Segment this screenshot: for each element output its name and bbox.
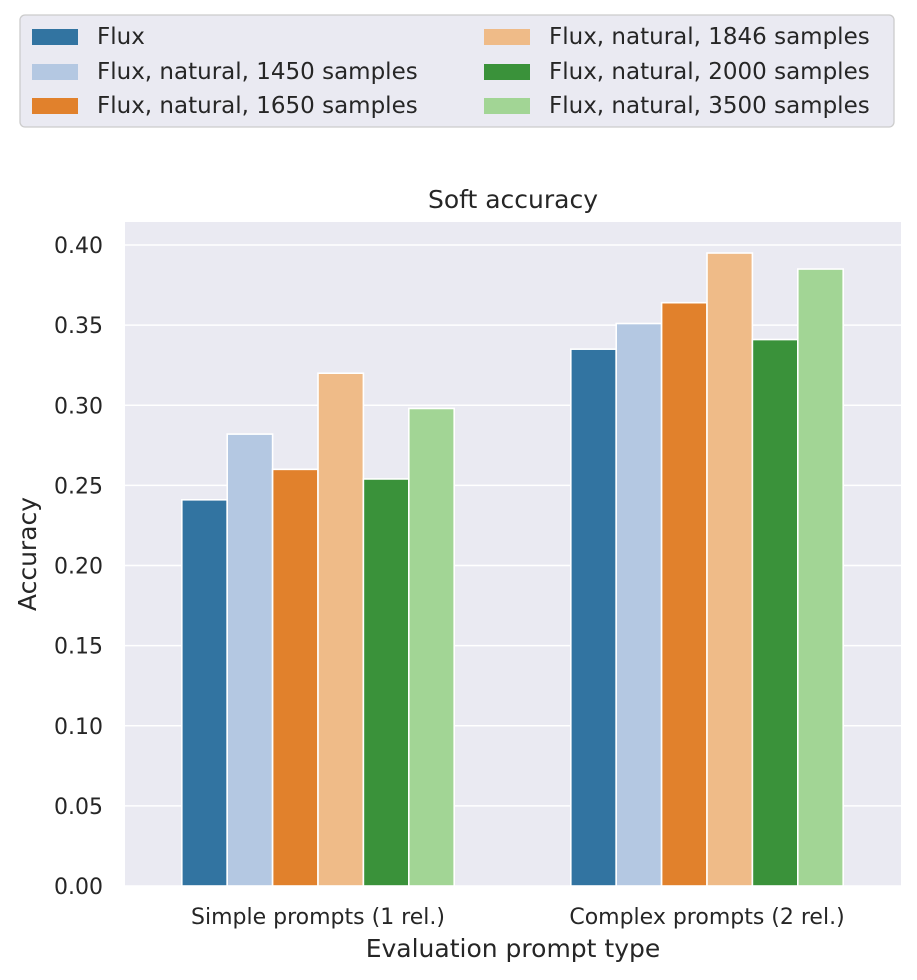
x-tick-label: Simple prompts (1 rel.)	[191, 905, 445, 930]
y-tick-label: 0.35	[54, 314, 103, 339]
bar	[362, 478, 410, 887]
bar	[271, 468, 319, 887]
bar	[317, 372, 365, 887]
bar	[796, 268, 844, 887]
bar	[407, 407, 455, 887]
legend-label: Flux, natural, 3500 samples	[549, 93, 870, 119]
bar	[615, 322, 663, 887]
legend-swatch	[484, 29, 530, 45]
y-tick-label: 0.30	[54, 394, 103, 419]
y-tick-label: 0.05	[54, 795, 103, 820]
legend: Flux Flux, natural, 1450 samples Flux, nat…	[32, 24, 870, 119]
y-axis-label: Accuracy	[13, 497, 42, 611]
y-tick-label: 0.00	[54, 875, 103, 900]
legend-label: Flux, natural, 1650 samples	[97, 93, 418, 119]
chart-title: Soft accuracy	[428, 185, 598, 214]
bar	[751, 338, 799, 887]
y-tick-labels: 0.00 0.05 0.10 0.15 0.20 0.25 0.30 0.35 0.40	[54, 234, 103, 900]
x-tick-label: Complex prompts (2 rel.)	[569, 905, 844, 930]
legend-box	[19, 14, 895, 128]
x-tick-labels: Simple prompts (1 rel.) Complex prompts (…	[191, 905, 845, 930]
legend-swatch	[484, 64, 530, 80]
y-tick-label: 0.20	[54, 555, 103, 580]
y-tick-label: 0.40	[54, 234, 103, 259]
x-axis-label: Evaluation prompt type	[366, 934, 661, 963]
legend-label: Flux, natural, 2000 samples	[549, 59, 870, 85]
legend-swatch	[484, 98, 530, 114]
bar	[660, 301, 708, 887]
legend-swatch	[32, 98, 78, 114]
bar	[181, 498, 229, 887]
y-tick-label: 0.10	[54, 715, 103, 740]
y-tick-label: 0.15	[54, 635, 103, 660]
legend-label: Flux, natural, 1450 samples	[97, 59, 418, 85]
y-tick-label: 0.25	[54, 474, 103, 499]
bars	[181, 252, 844, 887]
legend-label: Flux, natural, 1846 samples	[549, 24, 870, 50]
bar	[569, 348, 617, 887]
legend-swatch	[32, 64, 78, 80]
legend-label: Flux	[97, 24, 145, 50]
legend-swatch	[32, 29, 78, 45]
bar	[226, 433, 274, 887]
bar	[706, 252, 754, 887]
